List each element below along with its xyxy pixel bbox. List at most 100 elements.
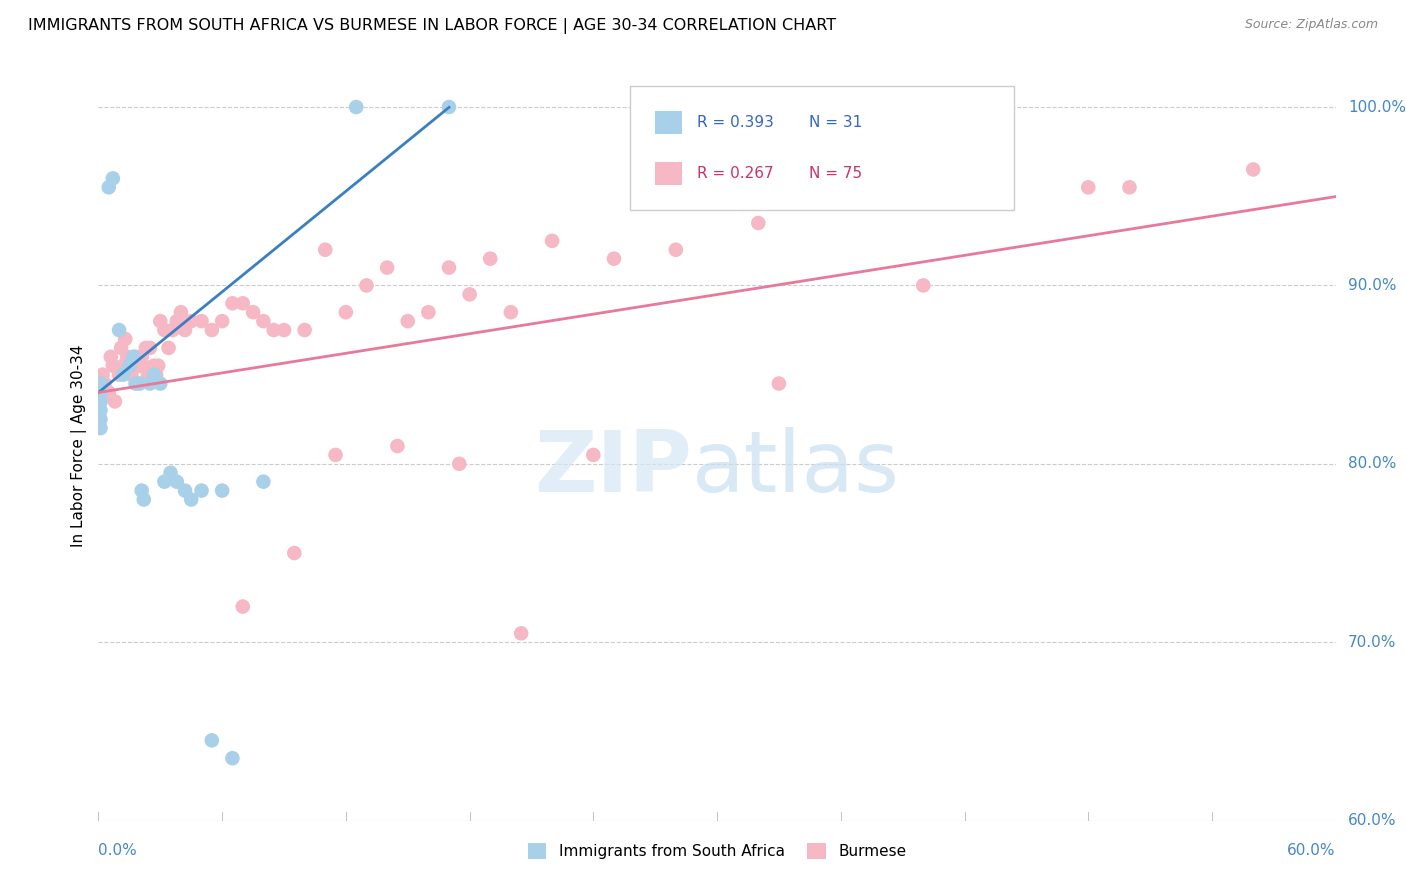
Point <box>582 448 605 462</box>
Text: R = 0.267: R = 0.267 <box>697 166 773 181</box>
Point <box>145 368 167 382</box>
Point <box>190 483 212 498</box>
Point <box>89 403 111 417</box>
Point <box>91 385 114 400</box>
Point <box>143 368 166 382</box>
Point <box>97 385 120 400</box>
Point <box>89 421 111 435</box>
Point <box>153 323 176 337</box>
Text: atlas: atlas <box>692 427 900 510</box>
Point <box>437 100 460 114</box>
Point <box>437 260 460 275</box>
Point <box>89 394 111 409</box>
Point <box>135 341 157 355</box>
Point <box>541 234 564 248</box>
Text: 0.0%: 0.0% <box>98 843 138 858</box>
Point <box>294 323 316 337</box>
Text: 70.0%: 70.0% <box>1348 635 1396 649</box>
Point <box>91 368 114 382</box>
Text: R = 0.393: R = 0.393 <box>697 115 775 130</box>
Point <box>149 314 172 328</box>
Text: 60.0%: 60.0% <box>1288 843 1336 858</box>
Text: 100.0%: 100.0% <box>1348 100 1406 114</box>
Point <box>221 296 243 310</box>
Point <box>174 323 197 337</box>
Point <box>104 394 127 409</box>
Point <box>159 466 181 480</box>
Point <box>128 376 150 391</box>
Text: IMMIGRANTS FROM SOUTH AFRICA VS BURMESE IN LABOR FORCE | AGE 30-34 CORRELATION C: IMMIGRANTS FROM SOUTH AFRICA VS BURMESE … <box>28 18 837 34</box>
Point <box>117 350 139 364</box>
Point <box>273 323 295 337</box>
Point <box>768 376 790 391</box>
Point <box>201 323 224 337</box>
Point <box>149 376 172 391</box>
Point <box>242 305 264 319</box>
Point <box>747 216 769 230</box>
Point <box>314 243 336 257</box>
Point <box>143 359 166 373</box>
Point <box>120 368 142 382</box>
Point <box>124 350 146 364</box>
Point <box>110 341 132 355</box>
Point <box>131 483 153 498</box>
Point <box>93 376 115 391</box>
Point <box>603 252 626 266</box>
Point <box>132 359 155 373</box>
Point <box>114 332 136 346</box>
Point <box>356 278 378 293</box>
Text: 80.0%: 80.0% <box>1348 457 1396 471</box>
Point <box>162 323 184 337</box>
Point <box>180 492 202 507</box>
Point <box>89 376 111 391</box>
Point <box>101 171 124 186</box>
Point <box>101 359 124 373</box>
Point <box>325 448 347 462</box>
Point <box>122 359 145 373</box>
Point <box>127 376 149 391</box>
Point <box>252 314 274 328</box>
Point <box>108 323 131 337</box>
Point <box>499 305 522 319</box>
Point <box>118 359 141 373</box>
Point <box>458 287 481 301</box>
Point <box>122 350 145 364</box>
Text: 60.0%: 60.0% <box>1348 814 1396 828</box>
Point <box>665 243 688 257</box>
Point <box>97 180 120 194</box>
Point <box>100 350 122 364</box>
Point <box>136 368 159 382</box>
Point <box>1241 162 1264 177</box>
Point <box>479 252 502 266</box>
Point <box>449 457 471 471</box>
Point <box>89 394 111 409</box>
Point <box>953 189 976 203</box>
Point <box>851 180 873 194</box>
Point <box>128 359 150 373</box>
Point <box>396 314 419 328</box>
Point <box>89 385 111 400</box>
Point <box>139 376 162 391</box>
Point <box>201 733 224 747</box>
Point <box>211 483 233 498</box>
Text: N = 31: N = 31 <box>808 115 862 130</box>
Point <box>232 296 254 310</box>
Point <box>912 278 935 293</box>
Point <box>112 368 135 382</box>
Point <box>166 314 188 328</box>
Point <box>148 359 170 373</box>
Point <box>375 260 398 275</box>
FancyBboxPatch shape <box>655 112 682 134</box>
Point <box>211 314 233 328</box>
Point <box>89 412 111 426</box>
Point <box>1118 180 1140 194</box>
FancyBboxPatch shape <box>630 87 1014 210</box>
Point <box>132 492 155 507</box>
Text: N = 75: N = 75 <box>808 166 862 181</box>
Point <box>157 341 180 355</box>
Point <box>166 475 188 489</box>
Point <box>139 341 162 355</box>
Point <box>124 376 146 391</box>
Point <box>221 751 243 765</box>
Point <box>153 475 176 489</box>
